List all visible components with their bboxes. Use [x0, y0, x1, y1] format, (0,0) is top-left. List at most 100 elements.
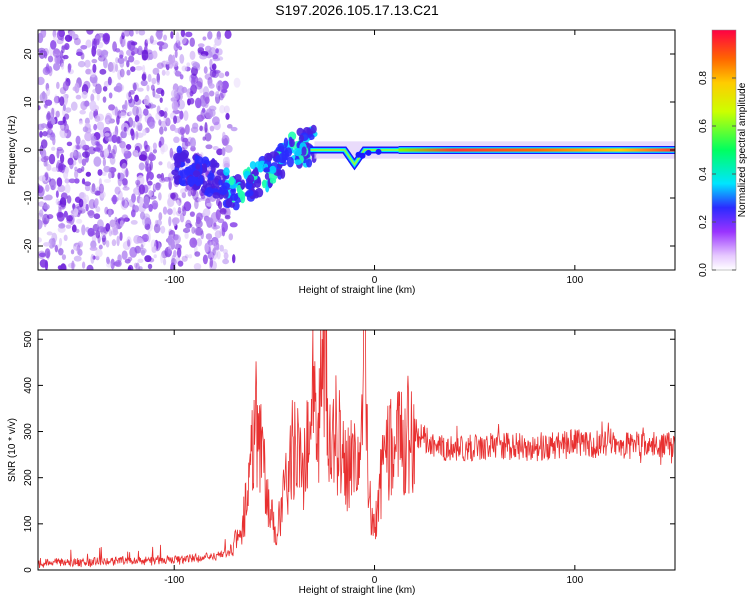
- noise-blob: [202, 36, 207, 41]
- noise-blob: [175, 31, 180, 43]
- noise-blob: [156, 30, 163, 40]
- noise-blob: [112, 223, 118, 233]
- noise-blob: [144, 255, 152, 263]
- noise-blob: [193, 263, 202, 270]
- noise-blob: [64, 94, 68, 106]
- noise-blob: [141, 49, 149, 61]
- noise-blob: [119, 112, 127, 118]
- noise-blob: [96, 48, 102, 56]
- noise-blob: [38, 47, 46, 53]
- noise-blob: [164, 60, 170, 65]
- noise-blob: [130, 128, 135, 137]
- chirp-blob: [200, 185, 207, 194]
- noise-blob: [169, 124, 176, 132]
- noise-blob: [134, 94, 139, 102]
- chirp-blob: [269, 165, 277, 174]
- noise-blob: [92, 63, 97, 74]
- noise-blob: [195, 196, 200, 203]
- noise-blob: [95, 83, 102, 95]
- noise-blob: [175, 210, 183, 217]
- noise-blob: [170, 31, 174, 39]
- noise-blob: [108, 228, 113, 237]
- noise-blob: [158, 161, 163, 166]
- noise-blob: [39, 131, 43, 138]
- noise-blob: [128, 55, 135, 63]
- colorbar-tick-label: 0.2: [698, 215, 709, 229]
- noise-blob: [60, 263, 67, 270]
- chirp-blob: [219, 185, 228, 196]
- noise-blob: [85, 39, 92, 48]
- noise-blob: [64, 178, 70, 184]
- noise-blob: [81, 158, 87, 166]
- noise-blob: [156, 41, 165, 46]
- noise-blob: [228, 233, 234, 241]
- noise-blob: [128, 198, 135, 208]
- noise-blob: [80, 44, 88, 50]
- noise-blob: [160, 253, 164, 264]
- noise-blob: [38, 252, 46, 258]
- early-line-core: [310, 149, 399, 166]
- noise-blob: [196, 237, 203, 247]
- noise-blob: [84, 59, 91, 68]
- noise-blob: [56, 146, 63, 152]
- noise-blob: [180, 188, 187, 195]
- noise-blob: [79, 109, 86, 115]
- snr-frame: [37, 329, 676, 571]
- noise-blob: [130, 66, 136, 73]
- noise-blob: [163, 126, 168, 132]
- noise-blob: [177, 206, 182, 215]
- noise-blob: [160, 225, 166, 234]
- noise-blob: [155, 112, 161, 121]
- noise-blob: [202, 208, 211, 217]
- noise-blob: [208, 90, 215, 97]
- noise-blob: [212, 53, 218, 60]
- chart-title: S197.2026.105.17.13.C21: [275, 2, 439, 18]
- noise-blob: [168, 59, 174, 69]
- noise-blob: [128, 111, 133, 116]
- noise-blob: [57, 204, 66, 210]
- noise-blob: [119, 54, 124, 59]
- noise-blob: [88, 111, 94, 120]
- colorbar-gradient: [711, 29, 737, 271]
- snr-marks: [38, 330, 675, 569]
- noise-blob: [61, 45, 65, 54]
- noise-blob: [104, 134, 112, 142]
- noise-blob: [212, 116, 220, 126]
- noise-blob: [38, 105, 41, 111]
- noise-blob: [57, 226, 66, 233]
- noise-blob: [58, 206, 62, 218]
- noise-blob: [170, 192, 176, 200]
- noise-blob: [59, 153, 65, 164]
- noise-blob: [105, 223, 111, 232]
- noise-blob: [46, 110, 51, 120]
- noise-blob: [148, 203, 153, 212]
- noise-blob: [184, 141, 191, 147]
- noise-blob: [59, 96, 65, 107]
- chirp-blob: [234, 173, 242, 184]
- noise-blob: [214, 241, 219, 246]
- noise-blob: [184, 186, 189, 193]
- noise-blob: [82, 178, 86, 185]
- noise-blob: [168, 245, 172, 255]
- noise-blob: [39, 259, 48, 268]
- noise-blob: [125, 168, 129, 178]
- noise-blob: [232, 254, 236, 264]
- noise-blob: [66, 195, 72, 204]
- chirp-blob: [240, 179, 246, 190]
- noise-blob: [137, 87, 144, 92]
- noise-blob: [121, 178, 128, 186]
- noise-blob: [214, 246, 220, 251]
- noise-blob: [87, 227, 95, 237]
- noise-blob: [222, 258, 230, 265]
- noise-blob: [47, 55, 54, 63]
- noise-blob: [88, 198, 96, 210]
- noise-blob: [129, 246, 138, 258]
- noise-blob: [63, 166, 70, 174]
- noise-blob: [38, 175, 46, 182]
- noise-blob: [64, 123, 69, 134]
- noise-blob: [184, 254, 189, 259]
- noise-blob: [171, 217, 180, 225]
- noise-blob: [142, 64, 146, 73]
- noise-blob: [212, 145, 219, 151]
- noise-blob: [141, 215, 149, 227]
